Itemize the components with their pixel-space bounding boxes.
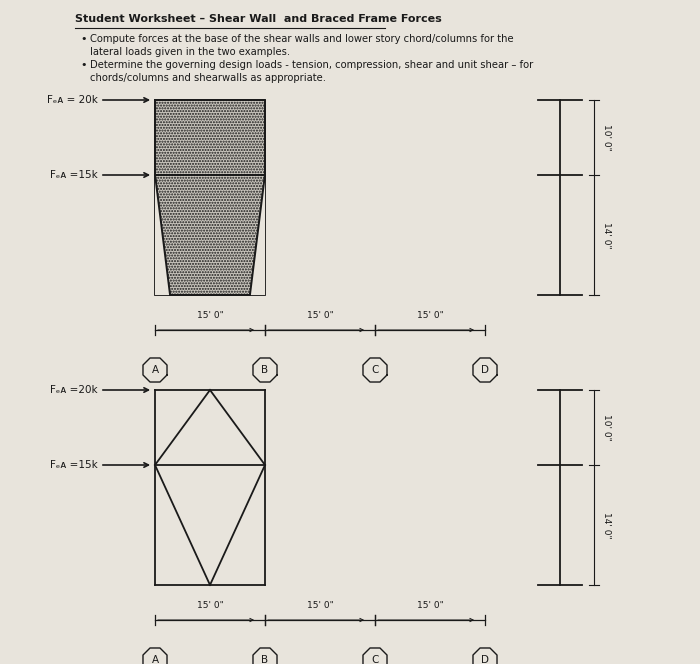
Text: •: • [80, 34, 87, 44]
Text: 14' 0": 14' 0" [602, 222, 611, 248]
Text: chords/columns and shearwalls as appropriate.: chords/columns and shearwalls as appropr… [90, 73, 326, 83]
Text: 15' 0": 15' 0" [197, 311, 223, 320]
Text: 15' 0": 15' 0" [416, 311, 443, 320]
Polygon shape [363, 358, 387, 382]
Polygon shape [363, 648, 387, 664]
Text: lateral loads given in the two examples.: lateral loads given in the two examples. [90, 47, 290, 57]
Text: 10' 0": 10' 0" [602, 414, 611, 441]
Text: B: B [261, 365, 269, 375]
Polygon shape [155, 175, 170, 295]
Text: Student Worksheet – Shear Wall  and Braced Frame Forces: Student Worksheet – Shear Wall and Brace… [75, 14, 442, 24]
Text: B: B [261, 655, 269, 664]
Text: Fₑᴀ =15k: Fₑᴀ =15k [50, 170, 98, 180]
Polygon shape [253, 358, 277, 382]
Polygon shape [253, 648, 277, 664]
Text: A: A [151, 655, 159, 664]
Polygon shape [473, 358, 497, 382]
Text: D: D [481, 365, 489, 375]
Polygon shape [250, 175, 265, 295]
Text: C: C [371, 655, 379, 664]
Text: Fₑᴀ =15k: Fₑᴀ =15k [50, 460, 98, 470]
Text: 15' 0": 15' 0" [416, 601, 443, 610]
Text: A: A [151, 365, 159, 375]
Bar [155, 100, 265, 175]
Polygon shape [143, 648, 167, 664]
Text: D: D [481, 655, 489, 664]
Polygon shape [143, 358, 167, 382]
Text: Compute forces at the base of the shear walls and lower story chord/columns for : Compute forces at the base of the shear … [90, 34, 514, 44]
Text: 15' 0": 15' 0" [307, 601, 333, 610]
Polygon shape [473, 648, 497, 664]
Text: Fₑᴀ =20k: Fₑᴀ =20k [50, 385, 98, 395]
Bar [155, 175, 265, 295]
Text: Determine the governing design loads - tension, compression, shear and unit shea: Determine the governing design loads - t… [90, 60, 533, 70]
Text: 15' 0": 15' 0" [197, 601, 223, 610]
Text: 14' 0": 14' 0" [602, 512, 611, 539]
Text: C: C [371, 365, 379, 375]
Text: 15' 0": 15' 0" [307, 311, 333, 320]
Text: •: • [80, 60, 87, 70]
Text: Fₑᴀ = 20k: Fₑᴀ = 20k [47, 95, 98, 105]
Text: 10' 0": 10' 0" [602, 124, 611, 151]
